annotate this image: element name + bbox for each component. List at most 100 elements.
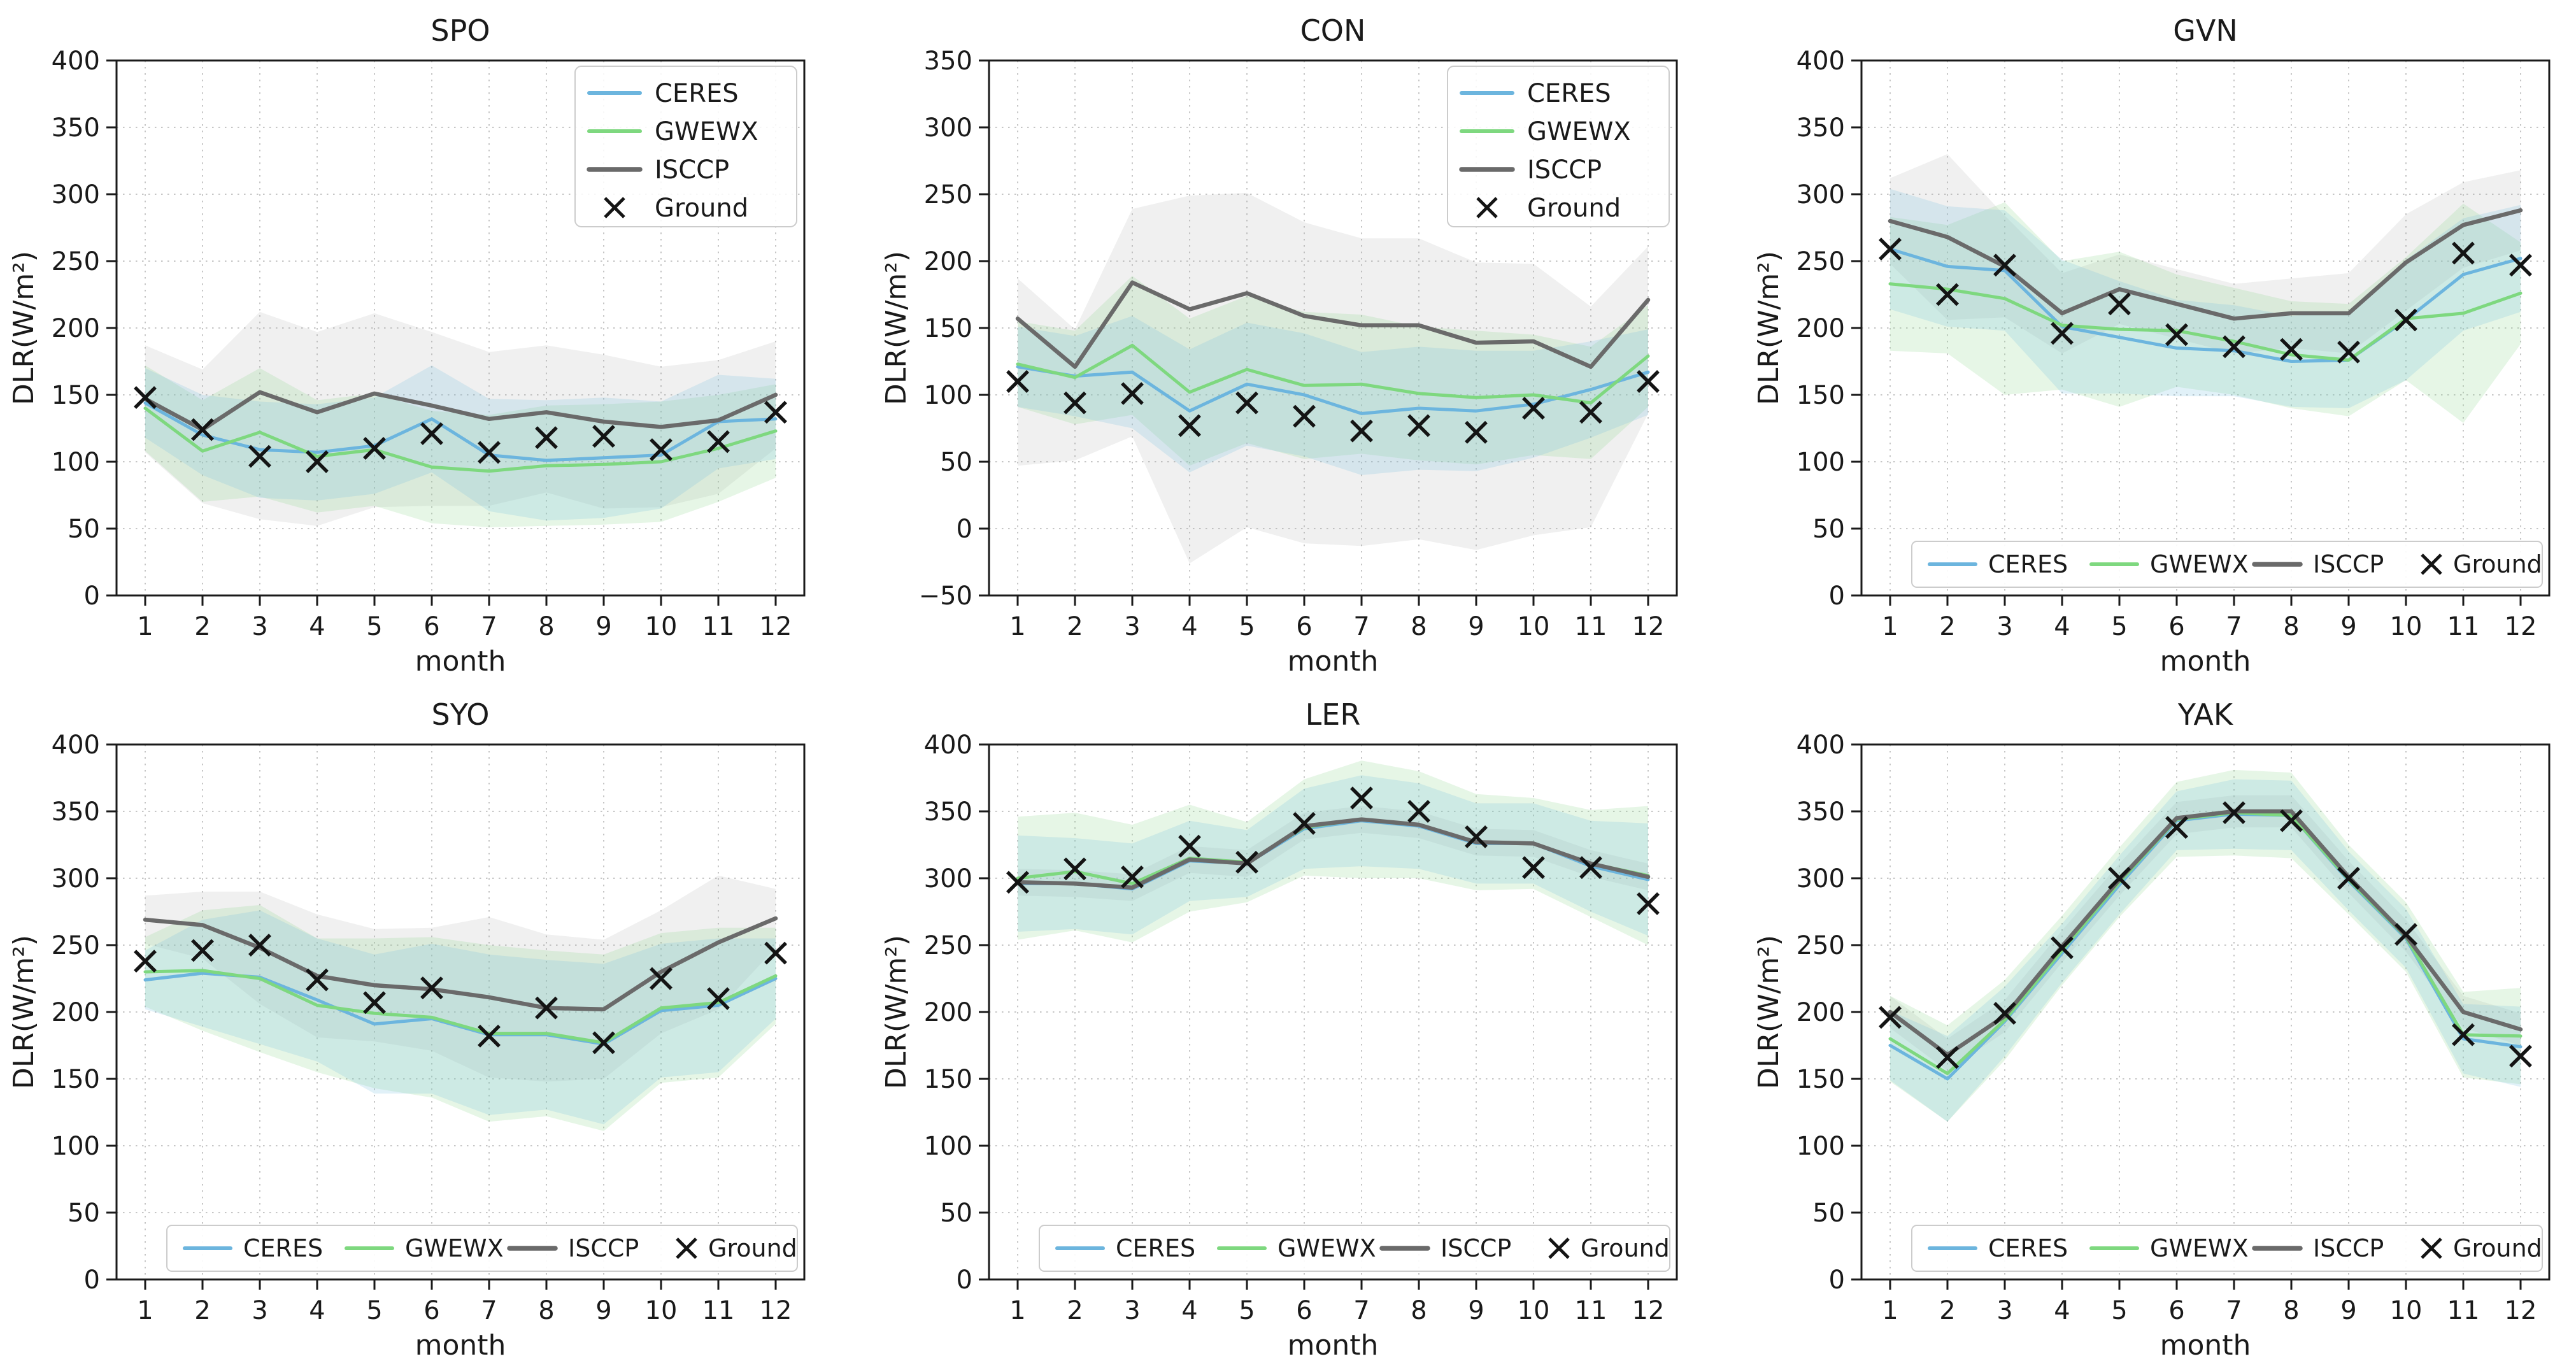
ground-x-marker	[1006, 871, 1029, 894]
ground-x-marker	[420, 976, 443, 1000]
ground-legend-swatch	[1548, 1237, 1570, 1259]
x-tick-label: 8	[2283, 612, 2299, 641]
x-tick-label: 1	[1882, 612, 1898, 641]
gwewx-line	[1888, 282, 2523, 362]
x-tick-label: 3	[252, 612, 267, 641]
y-tick-label: 350	[1797, 113, 1845, 143]
ground-x-marker	[191, 418, 214, 441]
x-tick-label: 5	[2111, 612, 2127, 641]
legend-box	[1911, 1225, 2543, 1272]
uncertainty-bands	[1890, 769, 2521, 1122]
legend-label: Ground	[1527, 194, 1621, 223]
legend-box	[1039, 1225, 1670, 1272]
x-tick-label: 9	[2340, 1296, 2356, 1325]
gwewx-line	[1016, 343, 1650, 405]
x-tick-label: 9	[2340, 612, 2356, 641]
x-axis-label: month	[2160, 645, 2251, 678]
ground-x-marker	[478, 441, 501, 464]
ground-x-marker	[1936, 1046, 1959, 1069]
legend-label: Ground	[655, 194, 748, 223]
y-tick-label: 0	[84, 1265, 100, 1295]
x-tick-label: 2	[1067, 612, 1083, 641]
panel-title: YAK	[2177, 697, 2234, 732]
ground-x-marker	[1993, 1002, 2016, 1025]
y-tick-label: 200	[924, 998, 972, 1027]
panel-title: SPO	[431, 13, 490, 48]
x-axis-label: month	[415, 1329, 506, 1362]
uncertainty-bands	[1018, 760, 1648, 945]
y-tick-label: 300	[924, 864, 972, 894]
x-tick-label: 6	[2168, 1296, 2184, 1325]
y-tick-label: 100	[1797, 448, 1845, 477]
x-tick-label: 1	[1009, 1296, 1025, 1325]
x-tick-label: 3	[1996, 1296, 2012, 1325]
ground-x-marker	[1936, 283, 1959, 306]
legend-label: GWEWX	[655, 117, 758, 146]
ground-x-marker	[2280, 809, 2303, 832]
x-tick-label: 4	[2054, 612, 2070, 641]
x-tick-label: 7	[2226, 612, 2242, 641]
ground-x-marker	[1407, 800, 1430, 823]
y-tick-label: 50	[940, 448, 972, 477]
y-axis-label: DLR(W/m²)	[8, 251, 40, 405]
x-tick-label: 7	[1353, 612, 1369, 641]
gwewx-line	[143, 969, 778, 1044]
x-tick-label: 7	[481, 1296, 497, 1325]
legend-label: ISCCP	[1441, 1234, 1511, 1262]
isccp-band	[1018, 806, 1648, 901]
ground-x-marker	[535, 426, 558, 450]
y-tick-label: 0	[957, 515, 972, 544]
legend-label: GWEWX	[2150, 1234, 2249, 1262]
x-tick-label: 11	[1575, 612, 1607, 641]
ground-markers	[1006, 787, 1660, 915]
x-tick-label: 10	[2390, 1296, 2423, 1325]
ceres-band	[145, 365, 776, 521]
ground-x-marker	[2395, 923, 2417, 946]
uncertainty-bands	[145, 311, 776, 527]
gwewx-band	[1018, 276, 1648, 466]
y-tick-label: 350	[924, 797, 972, 827]
y-axis-label: DLR(W/m²)	[1753, 251, 1785, 405]
x-axis-label: month	[1288, 645, 1379, 678]
ground-legend-swatch	[604, 197, 625, 218]
ground-x-marker	[2108, 292, 2131, 316]
ground-markers	[134, 934, 787, 1055]
x-tick-label: 5	[2111, 1296, 2127, 1325]
ground-legend-swatch	[2421, 553, 2442, 575]
isccp-band	[1018, 192, 1648, 564]
legend: CERES GWEWX ISCCP Ground	[1911, 541, 2543, 588]
legend-box	[574, 66, 797, 227]
ground-x-marker	[420, 422, 443, 445]
y-tick-label: 300	[924, 113, 972, 143]
ground-x-marker	[363, 437, 386, 460]
y-tick-label: 50	[1812, 515, 1845, 544]
y-tick-label: 0	[1829, 581, 1845, 611]
isccp-line	[1888, 208, 2523, 321]
gwewx-band	[1018, 760, 1648, 945]
x-tick-label: 8	[2283, 1296, 2299, 1325]
ground-x-marker	[1064, 857, 1086, 881]
y-tick-label: 250	[1797, 247, 1845, 276]
y-tick-label: 400	[1797, 730, 1845, 760]
ground-x-marker	[707, 987, 730, 1010]
y-tick-label: 350	[52, 797, 100, 827]
panel-title: CON	[1300, 13, 1366, 48]
legend-box	[1911, 541, 2543, 588]
x-tick-label: 3	[1124, 612, 1140, 641]
ground-x-marker	[2108, 867, 2131, 890]
uncertainty-bands	[1018, 192, 1648, 564]
y-tick-label: 300	[52, 180, 100, 210]
ground-markers	[1006, 370, 1660, 444]
y-tick-label: 350	[1797, 797, 1845, 827]
x-tick-label: 4	[309, 612, 325, 641]
ground-markers	[1879, 238, 2532, 364]
x-tick-label: 1	[137, 612, 153, 641]
ground-x-marker	[2165, 816, 2188, 839]
x-tick-label: 6	[1296, 1296, 1312, 1325]
